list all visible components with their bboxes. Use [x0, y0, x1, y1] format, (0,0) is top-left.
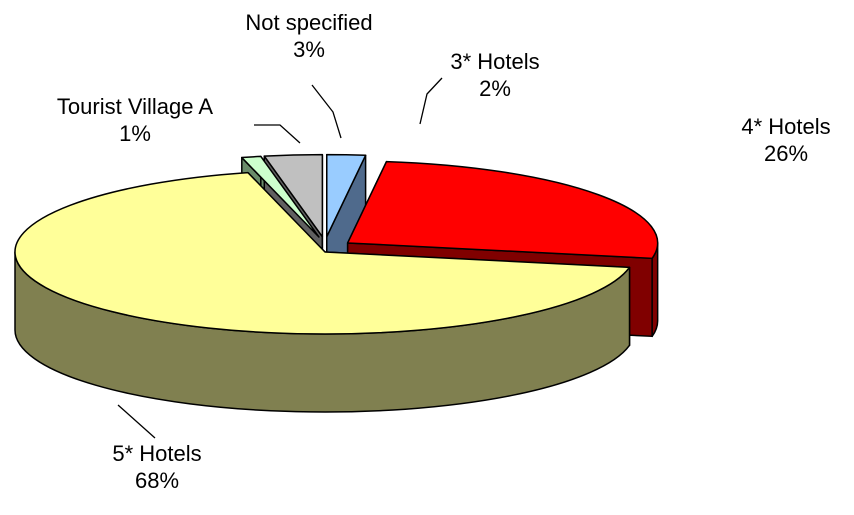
pie-slice-not-specified — [263, 153, 324, 238]
data-label-name: 5* Hotels — [112, 441, 202, 466]
data-label-value: 3% — [293, 37, 325, 62]
leader-line — [419, 77, 443, 125]
data-label-name: Tourist Village A — [56, 94, 214, 119]
leader-line — [311, 84, 342, 139]
pie-slice-5-hotels — [14, 171, 631, 335]
data-label-value: 68% — [134, 468, 180, 493]
pie-slice-tourist-village-a — [241, 155, 320, 238]
data-label: 3* Hotels 2% — [450, 48, 539, 102]
data-label-value: 2% — [479, 76, 511, 101]
data-label: Not specified 3% — [245, 9, 372, 63]
data-label-value: 26% — [763, 141, 809, 166]
data-label-name: Not specified — [245, 10, 373, 35]
data-label: 4* Hotels 26% — [741, 113, 830, 167]
data-label: Tourist Village A 1% — [57, 93, 213, 147]
data-label-value: 1% — [119, 121, 151, 146]
leader-line — [117, 404, 156, 439]
leader-line — [254, 124, 301, 144]
pie-slice-4-hotels — [346, 160, 659, 260]
data-label: 5* Hotels 68% — [112, 440, 201, 494]
data-label-name: 3* Hotels — [450, 49, 540, 74]
pie-slice-3-hotels — [326, 153, 367, 238]
data-label-name: 4* Hotels — [741, 114, 831, 139]
